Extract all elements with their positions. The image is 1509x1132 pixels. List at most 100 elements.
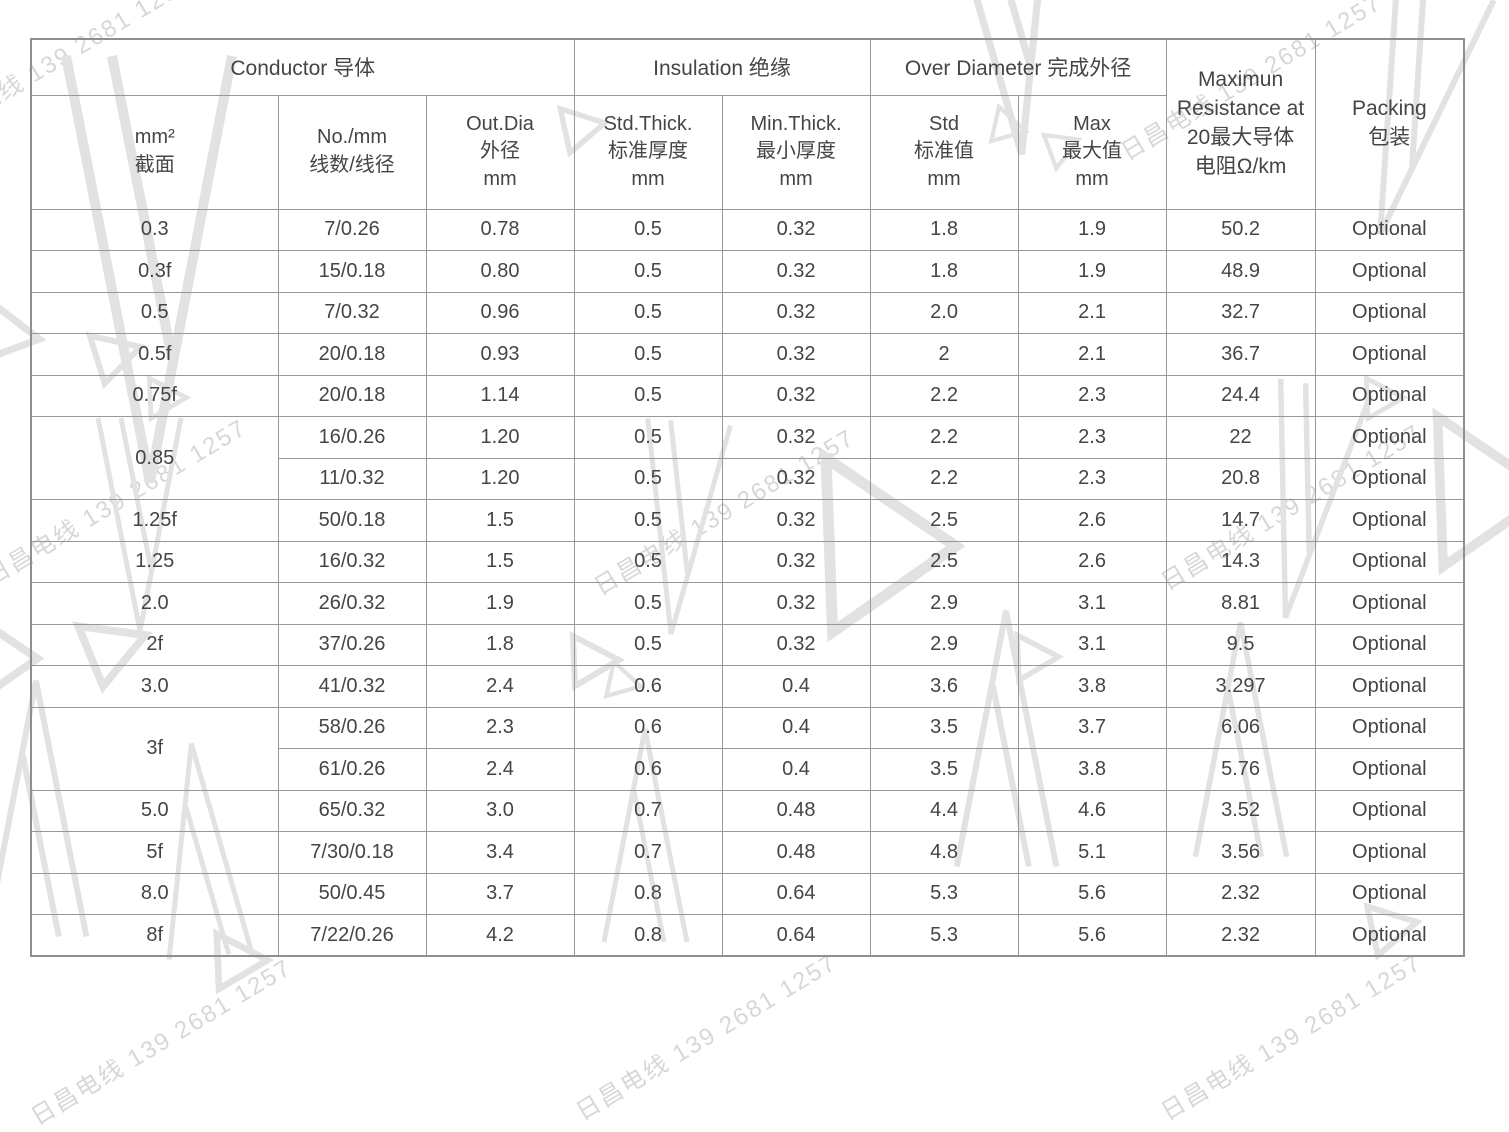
column-header: Std 标准值 mm <box>869 94 1019 210</box>
spec-cell: 3.1 <box>1017 582 1167 625</box>
spec-cell: Optional <box>1314 748 1465 791</box>
spec-row: 0.5f 20/0.18 0.93 0.5 0.32 2 2.1 36.7 Optional <box>30 333 1465 376</box>
spec-cell: 7/30/0.18 <box>277 831 427 874</box>
spec-cell: Optional <box>1314 872 1465 915</box>
spec-cell: 15/0.18 <box>277 250 427 293</box>
spec-cell: 3.6 <box>869 665 1019 708</box>
spec-cell: 0.32 <box>721 623 871 666</box>
spec-cell: 0.5 <box>573 250 723 293</box>
spec-cell: 2.1 <box>1017 333 1167 376</box>
watermark-text: 日昌电线 139 2681 1257 <box>26 954 297 1132</box>
spec-cell: 3.5 <box>869 706 1019 749</box>
spec-cell: 20/0.18 <box>277 333 427 376</box>
header-over-diameter: Over Diameter 完成外径 <box>869 38 1167 96</box>
header-max-resistance: Maximun Resistance at 20最大导体 电阻Ω/km <box>1165 38 1316 210</box>
size-cell: 0.5 <box>30 291 279 334</box>
spec-cell: 48.9 <box>1165 250 1316 293</box>
spec-row: 8.0 50/0.45 3.7 0.8 0.64 5.3 5.6 2.32 Optional <box>30 872 1465 915</box>
size-cell: 8f <box>30 914 279 957</box>
spec-cell: 0.5 <box>573 291 723 334</box>
size-cell: 2f <box>30 623 279 666</box>
spec-cell: 7/0.32 <box>277 291 427 334</box>
spec-cell: 0.5 <box>573 374 723 417</box>
spec-cell: 0.5 <box>573 416 723 459</box>
spec-cell: 3.1 <box>1017 623 1167 666</box>
spec-cell: 0.32 <box>721 208 871 251</box>
spec-cell: 2.3 <box>1017 374 1167 417</box>
spec-cell: 2.6 <box>1017 499 1167 542</box>
spec-cell: 5.1 <box>1017 831 1167 874</box>
spec-cell: 2.2 <box>869 457 1019 500</box>
spec-cell: 2.4 <box>425 665 575 708</box>
spec-row: 0.3 7/0.26 0.78 0.5 0.32 1.8 1.9 50.2 Optional <box>30 208 1465 251</box>
spec-cell: 3.8 <box>1017 748 1167 791</box>
spec-cell: 2.32 <box>1165 914 1316 957</box>
spec-cell: 1.8 <box>869 250 1019 293</box>
spec-cell: Optional <box>1314 789 1465 832</box>
spec-cell: 1.20 <box>425 416 575 459</box>
spec-cell: 50.2 <box>1165 208 1316 251</box>
spec-cell: 2.4 <box>425 748 575 791</box>
spec-cell: 61/0.26 <box>277 748 427 791</box>
spec-cell: 0.32 <box>721 291 871 334</box>
spec-cell: 5.3 <box>869 914 1019 957</box>
spec-cell: Optional <box>1314 333 1465 376</box>
size-cell: 5.0 <box>30 789 279 832</box>
spec-cell: 4.4 <box>869 789 1019 832</box>
spec-row: 0.85 16/0.26 1.20 0.5 0.32 2.2 2.3 22 Optional <box>30 416 1465 500</box>
spec-cell: 0.8 <box>573 914 723 957</box>
spec-cell: 0.5 <box>573 499 723 542</box>
column-header: Std.Thick. 标准厚度 mm <box>573 94 723 210</box>
spec-cell: 0.6 <box>573 706 723 749</box>
spec-row: 3.0 41/0.32 2.4 0.6 0.4 3.6 3.8 3.297 Optional <box>30 665 1465 708</box>
spec-cell: 0.32 <box>721 250 871 293</box>
spec-cell: 0.8 <box>573 872 723 915</box>
spec-row: 0.5 7/0.32 0.96 0.5 0.32 2.0 2.1 32.7 Optional <box>30 291 1465 334</box>
spec-cell: 2.32 <box>1165 872 1316 915</box>
spec-cell: 0.32 <box>721 333 871 376</box>
spec-cell: 16/0.32 <box>277 540 427 583</box>
spec-cell: Optional <box>1314 831 1465 874</box>
spec-cell: 2.9 <box>869 623 1019 666</box>
spec-cell: 2.9 <box>869 582 1019 625</box>
spec-cell: 3.4 <box>425 831 575 874</box>
spec-cell: 65/0.32 <box>277 789 427 832</box>
spec-cell: 2 <box>869 333 1019 376</box>
spec-cell: 0.7 <box>573 789 723 832</box>
spec-cell: 0.7 <box>573 831 723 874</box>
spec-cell: 0.6 <box>573 665 723 708</box>
header-insulation: Insulation 绝缘 <box>573 38 871 96</box>
watermark-text: 日昌电线 139 2681 1257 <box>571 949 842 1127</box>
spec-cell: 0.93 <box>425 333 575 376</box>
spec-cell: 2.5 <box>869 540 1019 583</box>
spec-cell: 0.5 <box>573 208 723 251</box>
spec-cell: 3.0 <box>425 789 575 832</box>
spec-cell: 1.5 <box>425 540 575 583</box>
spec-cell: 24.4 <box>1165 374 1316 417</box>
spec-cell: 0.4 <box>721 706 871 749</box>
spec-cell: 2.3 <box>1017 416 1167 459</box>
spec-cell: 0.32 <box>721 499 871 542</box>
spec-cell: 5.6 <box>1017 872 1167 915</box>
spec-cell: Optional <box>1314 914 1465 957</box>
column-header: Max 最大值 mm <box>1017 94 1167 210</box>
column-header: No./mm 线数/线径 <box>277 94 427 210</box>
column-header: mm² 截面 <box>30 94 279 210</box>
spec-cell: 1.14 <box>425 374 575 417</box>
spec-cell: 0.32 <box>721 582 871 625</box>
spec-cell: 5.6 <box>1017 914 1167 957</box>
spec-row: 2.0 26/0.32 1.9 0.5 0.32 2.9 3.1 8.81 Optional <box>30 582 1465 625</box>
spec-cell: 0.5 <box>573 333 723 376</box>
header-conductor: Conductor 导体 <box>30 38 575 96</box>
size-cell: 0.3f <box>30 250 279 293</box>
spec-cell: 0.32 <box>721 540 871 583</box>
spec-cell: 9.5 <box>1165 623 1316 666</box>
spec-cell: 41/0.32 <box>277 665 427 708</box>
spec-cell: 11/0.32 <box>277 457 427 500</box>
spec-row: 3f 58/0.26 2.3 0.6 0.4 3.5 3.7 6.06 Optional <box>30 706 1465 791</box>
spec-cell: Optional <box>1314 374 1465 417</box>
size-cell: 0.3 <box>30 208 279 251</box>
spec-cell: 0.32 <box>721 416 871 459</box>
spec-row: 2f 37/0.26 1.8 0.5 0.32 2.9 3.1 9.5 Optional <box>30 623 1465 666</box>
spec-cell: 3.52 <box>1165 789 1316 832</box>
